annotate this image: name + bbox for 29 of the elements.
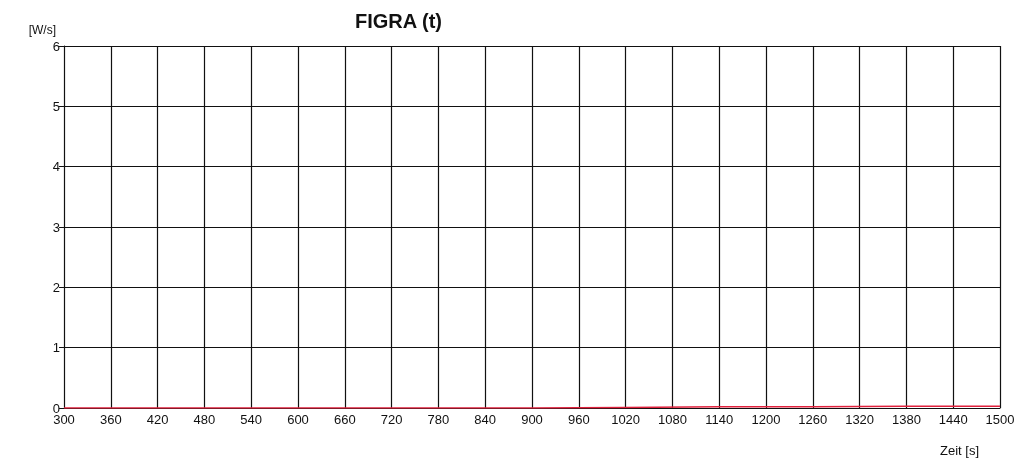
x-tick-label: 780 [427, 412, 450, 427]
x-tick-label: 720 [380, 412, 403, 427]
y-tick-label: 3 [52, 219, 60, 235]
x-tick-label: 1320 [845, 412, 875, 427]
x-tick-label: 1380 [891, 412, 921, 427]
x-tick-label: 660 [333, 412, 356, 427]
x-tick-label: 900 [521, 412, 543, 427]
y-tick-label: 4 [52, 159, 60, 175]
x-tick-label: 1260 [798, 412, 828, 427]
y-tick-label: 5 [52, 98, 60, 114]
chart-title: FIGRA (t) [355, 10, 443, 32]
x-tick-label: 1440 [938, 412, 968, 427]
x-tick-label: 600 [287, 412, 309, 427]
x-tick-label: 840 [474, 412, 497, 427]
x-tick-label: 540 [240, 412, 263, 427]
y-tick-label: 1 [52, 340, 60, 356]
x-tick-label: 960 [567, 412, 590, 427]
x-tick-label: 360 [99, 412, 122, 427]
x-tick-label: 480 [193, 412, 216, 427]
y-tick-label: 2 [52, 279, 60, 295]
x-tick-label: 1080 [657, 412, 687, 427]
x-tick-label: 1020 [611, 412, 641, 427]
x-axis-title: Zeit [s] [940, 443, 980, 458]
x-tick-label: 420 [146, 412, 169, 427]
y-tick-label: 6 [52, 38, 60, 54]
x-tick-label: 1140 [705, 412, 734, 427]
y-axis-title: [W/s] [28, 23, 56, 37]
x-tick-label: 1500 [985, 412, 1015, 427]
x-tick-label: 1200 [751, 412, 781, 427]
